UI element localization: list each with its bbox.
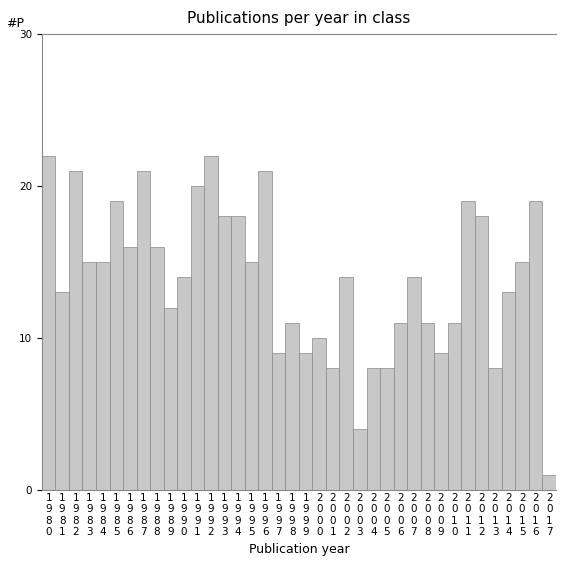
Bar <box>366 369 380 490</box>
Bar <box>123 247 137 490</box>
Bar <box>56 293 69 490</box>
X-axis label: Publication year: Publication year <box>248 543 349 556</box>
Bar <box>421 323 434 490</box>
Bar <box>340 277 353 490</box>
Bar <box>393 323 407 490</box>
Bar <box>82 262 96 490</box>
Bar <box>475 217 488 490</box>
Bar <box>515 262 529 490</box>
Bar <box>204 156 218 490</box>
Bar <box>285 323 299 490</box>
Bar <box>245 262 259 490</box>
Bar <box>434 353 448 490</box>
Bar <box>353 429 366 490</box>
Bar <box>218 217 231 490</box>
Bar <box>191 186 204 490</box>
Bar <box>488 369 502 490</box>
Bar <box>109 201 123 490</box>
Bar <box>299 353 312 490</box>
Bar <box>312 338 326 490</box>
Bar <box>96 262 109 490</box>
Bar <box>543 475 556 490</box>
Bar <box>259 171 272 490</box>
Bar <box>272 353 285 490</box>
Bar <box>448 323 461 490</box>
Text: #P: #P <box>6 16 24 29</box>
Bar <box>69 171 82 490</box>
Bar <box>502 293 515 490</box>
Bar <box>177 277 191 490</box>
Title: Publications per year in class: Publications per year in class <box>187 11 411 26</box>
Bar <box>42 156 56 490</box>
Bar <box>380 369 393 490</box>
Bar <box>137 171 150 490</box>
Bar <box>407 277 421 490</box>
Bar <box>150 247 164 490</box>
Bar <box>461 201 475 490</box>
Bar <box>231 217 245 490</box>
Bar <box>529 201 543 490</box>
Bar <box>164 307 177 490</box>
Bar <box>326 369 340 490</box>
